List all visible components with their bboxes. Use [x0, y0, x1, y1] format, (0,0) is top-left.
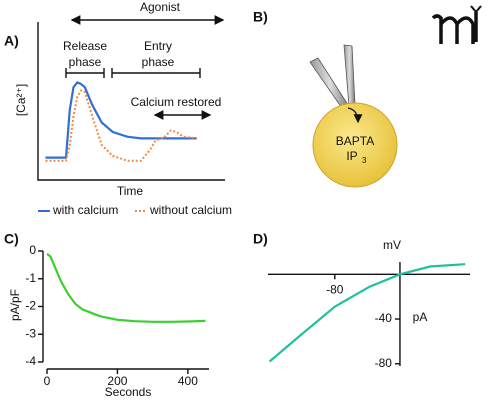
logo: [431, 14, 475, 44]
axes: [37, 22, 225, 181]
legend-label: with calcium: [52, 203, 118, 217]
y-axis-label: pA/pF: [8, 289, 22, 321]
y-tick-label: -1: [25, 271, 36, 285]
legend-label: without calcium: [149, 203, 232, 217]
x-axis-label: mV: [383, 238, 401, 252]
panel-label: D): [253, 231, 268, 247]
x-axis-label: Time: [117, 184, 144, 198]
annotation: phase: [142, 55, 175, 69]
annotation: Entry: [144, 39, 172, 53]
series-line: [46, 252, 206, 323]
x-tick-label: -80: [326, 282, 344, 296]
annotation: Release: [63, 39, 107, 53]
series-line: [45, 81, 197, 159]
arrow: [347, 107, 363, 124]
cell-label: IP: [346, 149, 357, 163]
annotation: Calcium restored: [131, 95, 222, 109]
x-tick-label: 200: [107, 374, 127, 388]
x-axis-label: Seconds: [105, 385, 152, 399]
annotation: Agonist: [140, 0, 181, 14]
x-tick-label: 400: [178, 374, 198, 388]
y-tick-label: -80: [375, 356, 393, 370]
panel-label: B): [253, 9, 268, 25]
cell: [312, 102, 398, 188]
y-tick-label: -3: [25, 326, 36, 340]
series-line: [268, 263, 466, 363]
panel-label: A): [4, 33, 19, 49]
pipette: [309, 57, 351, 112]
x-tick-label: 0: [44, 374, 51, 388]
bracket: [65, 68, 105, 78]
logo: [470, 5, 482, 14]
y-axis-label: pA: [413, 310, 428, 324]
cell-label: 3: [362, 156, 367, 165]
y-tick-label: -4: [25, 354, 36, 368]
y-tick-label: 0: [29, 243, 36, 257]
panel-label: C): [4, 231, 19, 247]
pipette: [343, 44, 356, 107]
y-tick-label: -2: [25, 299, 36, 313]
series-line: [45, 89, 198, 162]
bracket: [111, 68, 201, 78]
y-axis-label: [Ca²⁺]: [14, 84, 28, 116]
annotation: phase: [69, 55, 102, 69]
cell-label: BAPTA: [336, 134, 374, 148]
y-tick-label: -40: [375, 311, 393, 325]
